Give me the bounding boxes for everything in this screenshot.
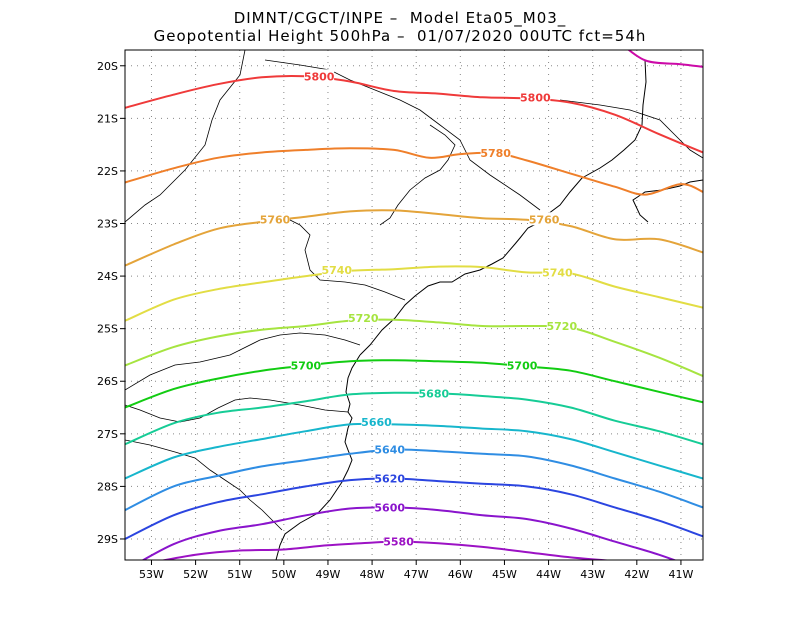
contour-label-bg (529, 212, 560, 226)
contour-label-5800: 5800 (520, 91, 551, 104)
x-tick-label: 42W (624, 568, 649, 581)
coastline-line (359, 59, 647, 356)
contour-line-5640 (125, 448, 703, 511)
contour-label-bg (546, 319, 577, 333)
x-tick-label: 47W (404, 568, 429, 581)
contour-line-5660 (125, 422, 703, 480)
x-tick-label: 45W (492, 568, 517, 581)
border-line (125, 332, 361, 391)
contour-label-bg (348, 311, 379, 325)
contour-label-bg (321, 262, 352, 276)
contour-label-bg (290, 358, 321, 372)
contour-label-5780: 5780 (480, 147, 511, 160)
y-tick-label: 26S (97, 375, 118, 388)
coastline-line (632, 179, 703, 223)
contour-label-bg (374, 500, 405, 514)
contour-line-5780 (125, 147, 703, 196)
contour-label-5580: 5580 (383, 536, 414, 549)
x-tick-label: 49W (316, 568, 341, 581)
contour-line-5600 (141, 506, 678, 560)
contour-label-5760: 5760 (529, 213, 560, 226)
contour-line-5680 (125, 391, 703, 446)
contour-labels: 5800 5800 5780 5760 5760 5740 5740 5720 5720 5700… (260, 69, 577, 549)
x-tick-label: 44W (536, 568, 561, 581)
contour-label-bg (374, 442, 405, 456)
chart-title-line-2: Geopotential Height 500hPa – 01/07/2020 … (153, 27, 647, 45)
border-line (125, 397, 349, 423)
axes: 53W 52W 51W 50W 49W 48W 47W 46W 45W 44W 43W 42W 41W 2… (97, 60, 693, 581)
border-line (559, 99, 703, 159)
contour-line-5720 (125, 318, 703, 377)
y-tick-label: 24S (97, 270, 118, 283)
x-tick-label: 46W (448, 568, 473, 581)
contour-label-5700: 5700 (291, 359, 322, 372)
y-tick-label: 21S (97, 112, 118, 125)
x-tick-label: 53W (139, 568, 164, 581)
contour-label-5700: 5700 (507, 359, 538, 372)
border-line (125, 50, 246, 223)
x-tick-label: 52W (183, 568, 208, 581)
contour-label-5680: 5680 (419, 387, 450, 400)
y-tick-label: 22S (97, 165, 118, 178)
contour-line-extra (627, 50, 703, 68)
contour-lines (125, 50, 703, 560)
y-tick-label: 27S (97, 428, 118, 441)
contour-label-5740: 5740 (542, 266, 573, 279)
border-line (379, 124, 456, 226)
x-tick-label: 51W (227, 568, 252, 581)
contour-label-bg (480, 146, 511, 160)
contour-label-bg (374, 471, 405, 485)
border-line (125, 439, 283, 531)
contour-label-5640: 5640 (374, 444, 405, 457)
contour-label-5720: 5720 (546, 320, 577, 333)
contour-line-5800 (125, 74, 703, 154)
contour-label-5600: 5600 (374, 501, 405, 514)
contour-label-bg (260, 212, 291, 226)
contour-label-bg (383, 534, 414, 548)
plot-frame (124, 49, 704, 561)
contour-line-5760 (125, 209, 703, 267)
contour-label-5740: 5740 (321, 264, 352, 277)
y-tick-label: 20S (97, 60, 118, 73)
y-tick-label: 28S (97, 480, 118, 493)
contour-label-5660: 5660 (361, 416, 392, 429)
contour-line-5700 (125, 359, 703, 409)
grid (125, 50, 703, 560)
x-tick-label: 41W (669, 568, 694, 581)
x-tick-label: 50W (271, 568, 296, 581)
chart-title-line-1: DIMNT/CGCT/INPE – Model Eta05_M03_ (233, 9, 567, 27)
contour-line-5620 (125, 477, 703, 540)
contour-label-5760: 5760 (260, 213, 291, 226)
contour-label-5620: 5620 (374, 473, 405, 486)
coastline-line (275, 354, 361, 560)
coastline (125, 50, 703, 560)
contour-label-5800: 5800 (304, 70, 335, 83)
contour-label-bg (520, 90, 551, 104)
x-tick-label: 48W (360, 568, 385, 581)
y-tick-label: 29S (97, 533, 118, 546)
contour-label-5720: 5720 (348, 312, 379, 325)
contour-line-5740 (125, 265, 703, 322)
contour-label-bg (507, 358, 538, 372)
contour-label-bg (542, 265, 573, 279)
contour-label-bg (361, 415, 392, 429)
y-tick-label: 25S (97, 323, 118, 336)
contour-label-bg (418, 386, 449, 400)
x-tick-label: 43W (580, 568, 605, 581)
border-line (279, 214, 406, 301)
y-tick-label: 23S (97, 218, 118, 231)
contour-label-bg (304, 69, 335, 83)
